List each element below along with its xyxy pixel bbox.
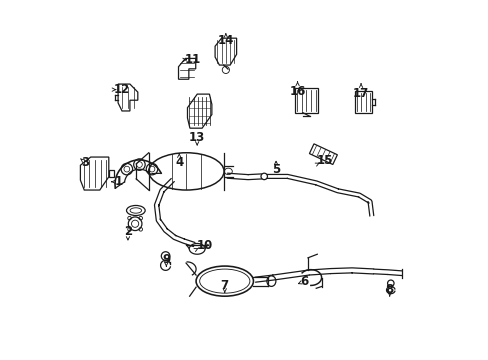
- Text: 10: 10: [196, 239, 212, 252]
- Text: 7: 7: [220, 279, 228, 292]
- Text: 3: 3: [81, 156, 89, 169]
- Text: 8: 8: [385, 283, 393, 296]
- Text: 12: 12: [114, 83, 130, 96]
- Text: 11: 11: [184, 53, 200, 66]
- Text: 2: 2: [123, 225, 132, 238]
- Text: 14: 14: [217, 34, 234, 48]
- Text: 9: 9: [162, 253, 170, 266]
- Text: 5: 5: [271, 163, 280, 176]
- Text: 17: 17: [352, 87, 368, 100]
- Text: 4: 4: [175, 156, 183, 169]
- Text: 13: 13: [189, 131, 205, 144]
- Text: 6: 6: [300, 275, 308, 288]
- Text: 1: 1: [114, 175, 122, 188]
- Text: 15: 15: [316, 154, 333, 167]
- Text: 16: 16: [289, 85, 305, 98]
